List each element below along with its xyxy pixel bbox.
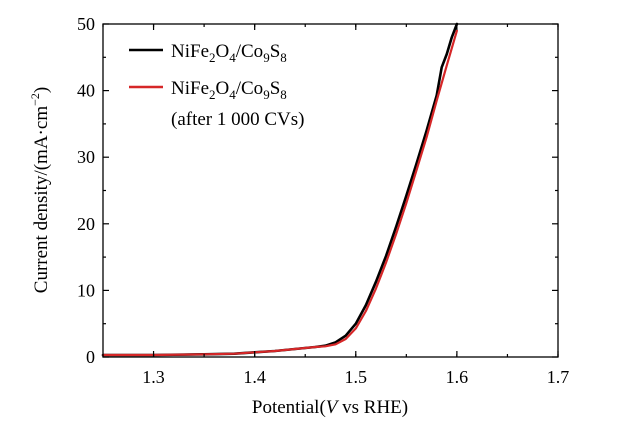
legend-label-series-2: NiFe2O4/Co9S8 <box>171 78 287 102</box>
x-tick-label: 1.3 <box>142 367 165 387</box>
x-tick-label: 1.7 <box>547 367 570 387</box>
y-tick-label: 40 <box>77 81 95 101</box>
plot-marks <box>101 22 459 357</box>
y-tick-label: 20 <box>77 214 95 234</box>
x-axis-title: Potential(V vs RHE) <box>252 397 408 418</box>
plot-frame <box>102 23 559 358</box>
x-tick-label: 1.6 <box>446 367 469 387</box>
legend-label-series-1: NiFe2O4/Co9S8 <box>171 41 287 65</box>
legend: NiFe2O4/Co9S8 NiFe2O4/Co9S8 (after 1 000… <box>129 41 305 130</box>
axis-ticks <box>102 23 559 358</box>
series-line-1 <box>101 22 459 357</box>
y-tick-label: 0 <box>86 347 95 367</box>
legend-label-series-2-line-2: (after 1 000 CVs) <box>171 109 305 130</box>
y-tick-label: 50 <box>77 14 95 34</box>
y-tick-label: 30 <box>77 147 95 167</box>
series-line-2 <box>101 29 458 357</box>
x-tick-label: 1.4 <box>243 367 266 387</box>
y-axis-title: Current density/(mA·cm−2) <box>28 87 52 293</box>
y-tick-label: 10 <box>77 280 95 300</box>
tick-labels: 1.3 1.4 1.5 1.6 1.7 0 10 20 30 40 50 <box>77 14 569 387</box>
x-tick-label: 1.5 <box>345 367 368 387</box>
